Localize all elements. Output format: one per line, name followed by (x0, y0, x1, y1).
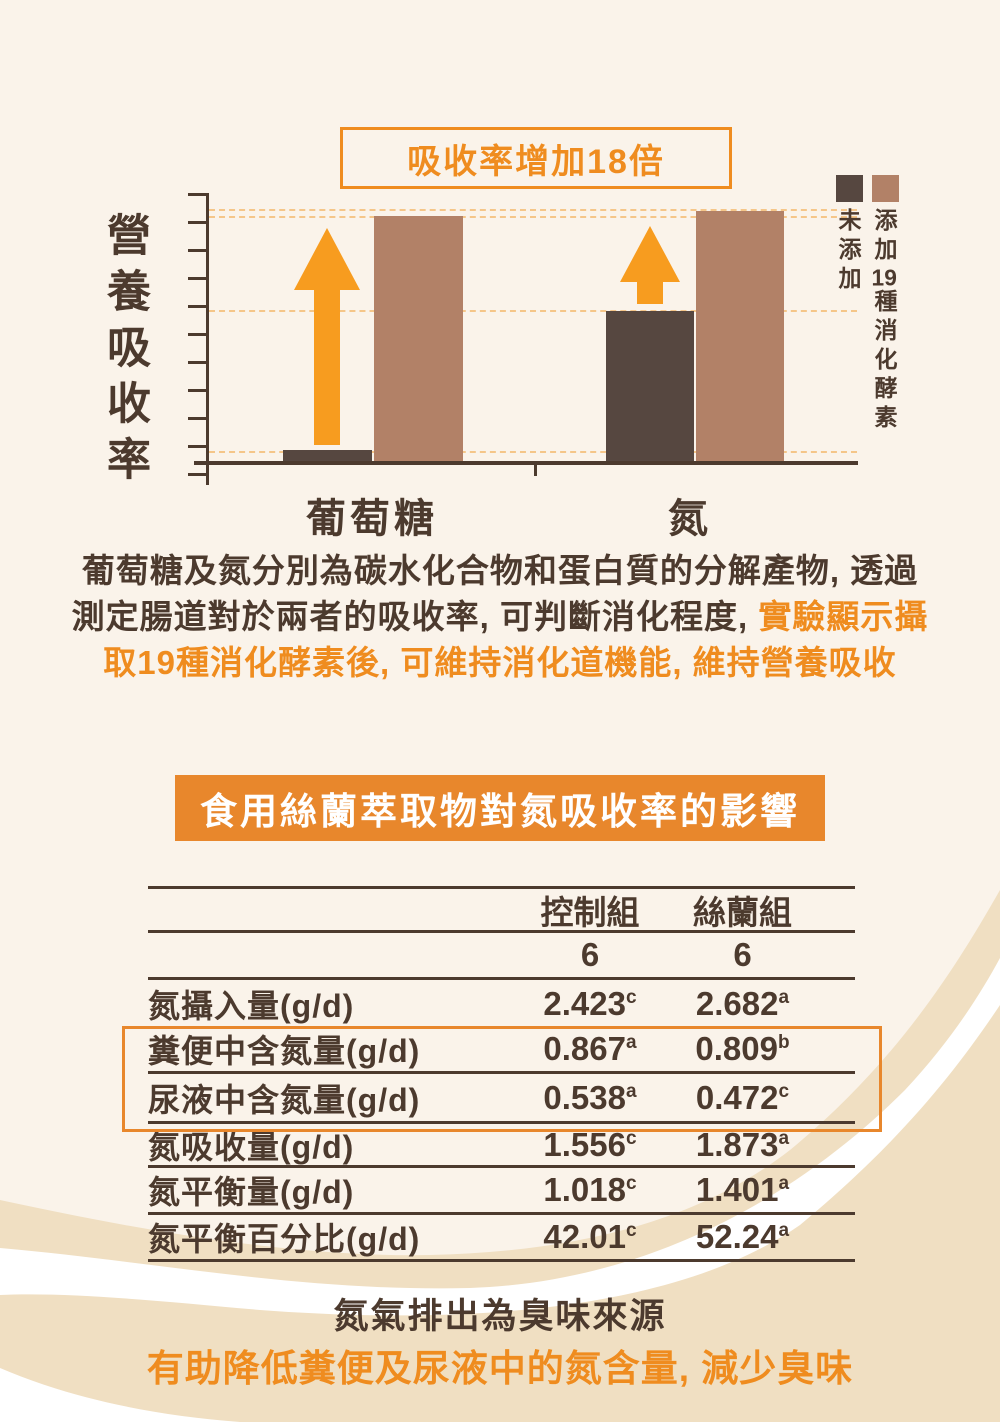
n-yucca: 6 (733, 936, 752, 973)
y-axis-ticks (188, 193, 206, 477)
paragraph-line: 測定腸道對於兩者的吸收率, 可判斷消化程度, 實驗顯示攝 (71, 598, 929, 635)
n-control: 6 (580, 936, 600, 973)
description-paragraph: 葡萄糖及氮分別為碳水化合物和蛋白質的分解產物, 透過 測定腸道對於兩者的吸收率,… (0, 548, 1000, 686)
table-header-row: 控制組 絲蘭組 (148, 886, 855, 933)
table-row-highlighted: 尿液中含氮量(g/d) 0.538a 0.472c (148, 1078, 790, 1118)
chart-callout-box: 吸收率增加18倍 (340, 127, 732, 189)
table-n-row: 6 6 (148, 933, 855, 980)
legend-label-added: 添加19種消化酵素 (871, 208, 897, 434)
legend-label-unadded: 未添加 (835, 208, 861, 295)
table-row: 氮平衡量(g/d) 1.018c 1.401a (148, 1168, 855, 1215)
increase-arrows (294, 226, 680, 445)
nitrogen-data-table: 控制組 絲蘭組 6 6 氮攝入量(g/d) 2.423c 2.682a 糞便中含… (148, 886, 855, 1262)
legend-swatch-unadded (836, 175, 863, 202)
table-title-banner: 食用絲蘭萃取物對氮吸收率的影響 (175, 775, 825, 841)
bar-nitrogen-added (696, 211, 784, 461)
bar-nitrogen-unadded (606, 311, 694, 461)
dashed-guide-bottom (209, 451, 857, 453)
dashed-guide-top-1 (209, 209, 857, 211)
dashed-guide-top-2 (209, 216, 857, 218)
dashed-guide-middle (209, 310, 857, 312)
x-label-nitrogen: 氮 (668, 497, 712, 541)
up-arrow-glucose-icon (294, 228, 360, 445)
col-header-yucca: 絲蘭組 (693, 893, 792, 931)
chart-callout-text: 吸收率增加18倍 (407, 142, 665, 181)
y-axis-label: 營養吸收率 (100, 212, 149, 492)
paragraph-line: 取19種消化酵素後, 可維持消化道機能, 維持營養吸收 (103, 644, 897, 681)
legend-swatch-added (872, 175, 899, 202)
up-arrow-nitrogen-icon (620, 226, 680, 304)
paragraph-line: 葡萄糖及氮分別為碳水化合物和蛋白質的分解產物, 透過 (81, 552, 919, 589)
bar-glucose-added (374, 216, 463, 461)
table-row: 氮平衡百分比(g/d) 42.01c 52.24a (148, 1215, 855, 1262)
bar-glucose-unadded (283, 450, 372, 461)
table-row-highlighted: 糞便中含氮量(g/d) 0.867a 0.809b (148, 1027, 855, 1074)
table-row: 氮攝入量(g/d) 2.423c 2.682a (148, 984, 790, 1024)
highlight-frame (122, 1026, 882, 1132)
table-title-text: 食用絲蘭萃取物對氮吸收率的影響 (200, 791, 800, 832)
x-axis-line (194, 461, 858, 465)
y-axis-line (206, 193, 209, 485)
footer-statement: 氮氣排出為臭味來源 (333, 1297, 667, 1336)
footer-benefit: 有助降低糞便及尿液中的氮含量, 減少臭味 (146, 1348, 854, 1389)
absorption-bar-chart: 吸收率增加18倍 營養吸收率 葡萄糖 氮 未添加 添加19種消化酵素 (0, 120, 1000, 550)
x-label-glucose: 葡萄糖 (306, 497, 438, 541)
x-axis-center-tick (534, 465, 537, 476)
col-header-control: 控制組 (540, 893, 640, 931)
